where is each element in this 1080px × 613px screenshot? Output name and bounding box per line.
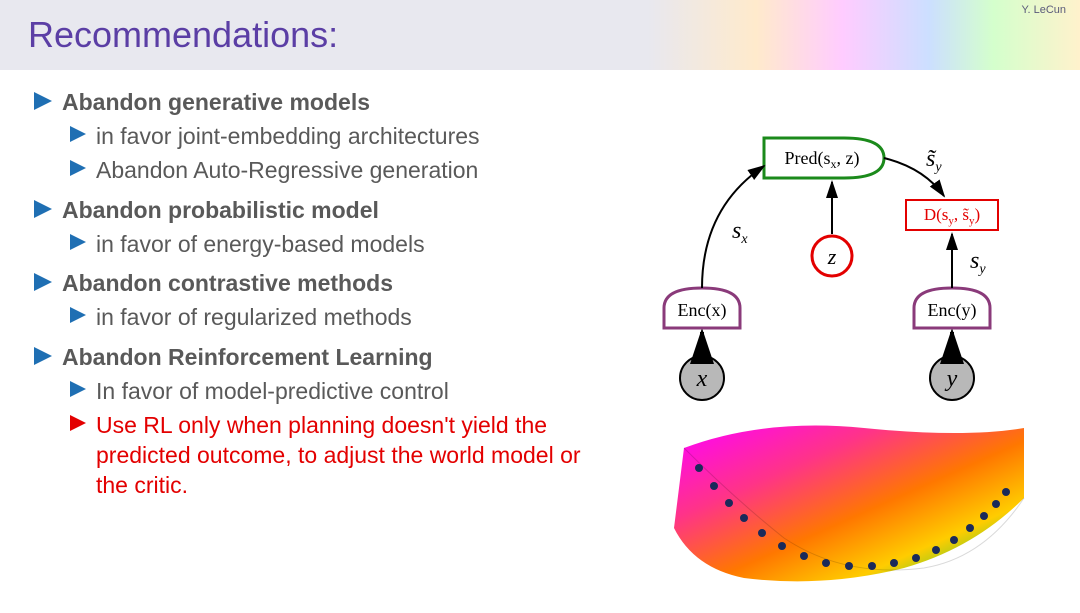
node-z-label: z (827, 244, 837, 269)
bullet-text: in favor joint-embedding architectures (96, 122, 480, 152)
triangle-icon (34, 273, 52, 291)
bullet-text: Use RL only when planning doesn't yield … (96, 411, 614, 501)
triangle-icon (70, 307, 86, 323)
edge-label-sx: sx (732, 218, 748, 247)
node-ency-label: Enc(y) (928, 300, 977, 321)
slide-header: Recommendations: Y. LeCun (0, 0, 1080, 70)
node-y-label: y (945, 366, 958, 392)
bullet-text: Abandon Reinforcement Learning (62, 343, 433, 373)
list-item: in favor of energy-based models (34, 230, 614, 260)
triangle-icon (34, 92, 52, 110)
triangle-icon (70, 415, 86, 431)
triangle-icon (34, 200, 52, 218)
node-pred-label: Pred(sx, z) (785, 148, 860, 171)
edge-label-sy: sy (970, 248, 986, 277)
bullet-text: In favor of model-predictive control (96, 377, 449, 407)
author-label: Y. LeCun (1022, 4, 1066, 16)
list-item: Abandon contrastive methods (34, 269, 614, 299)
list-item: Abandon Reinforcement Learning (34, 343, 614, 373)
list-item: Abandon probabilistic model (34, 196, 614, 226)
slide-content: Abandon generative models in favor joint… (0, 70, 1080, 501)
bullet-text: in favor of energy-based models (96, 230, 425, 260)
triangle-icon (70, 160, 86, 176)
bullet-text: Abandon probabilistic model (62, 196, 379, 226)
energy-surface (644, 408, 1044, 608)
list-item: Use RL only when planning doesn't yield … (34, 411, 614, 501)
bullet-text: Abandon contrastive methods (62, 269, 393, 299)
figure-panel: x y Enc(x) Enc(y) z Pred(sx, z) D(sy, s̃… (614, 88, 1060, 501)
list-item: in favor of regularized methods (34, 303, 614, 333)
triangle-icon (70, 126, 86, 142)
bullet-text: in favor of regularized methods (96, 303, 412, 333)
slide-title: Recommendations: (28, 14, 1052, 56)
bullet-list: Abandon generative models in favor joint… (34, 88, 614, 501)
bullet-text: Abandon generative models (62, 88, 370, 118)
list-item: Abandon Auto-Regressive generation (34, 156, 614, 186)
triangle-icon (70, 381, 86, 397)
edge-label-sty: s̃y (926, 146, 942, 175)
architecture-diagram: x y Enc(x) Enc(y) z Pred(sx, z) D(sy, s̃… (614, 88, 1034, 408)
list-item: Abandon generative models (34, 88, 614, 118)
triangle-icon (70, 234, 86, 250)
list-item: In favor of model-predictive control (34, 377, 614, 407)
bullet-text: Abandon Auto-Regressive generation (96, 156, 478, 186)
node-x-label: x (696, 366, 708, 392)
triangle-icon (34, 347, 52, 365)
node-encx-label: Enc(x) (678, 300, 727, 321)
list-item: in favor joint-embedding architectures (34, 122, 614, 152)
